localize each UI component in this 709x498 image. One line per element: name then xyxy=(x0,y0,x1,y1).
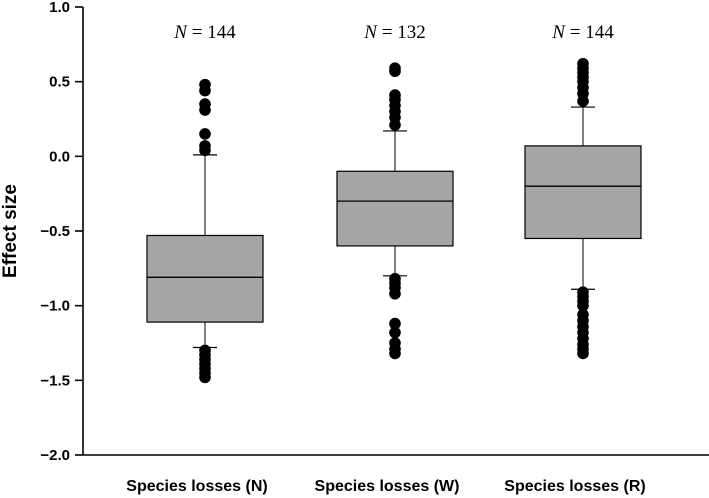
sample-size-value: = 144 xyxy=(565,22,614,43)
iqr-box xyxy=(336,170,454,247)
sample-size-symbol: N xyxy=(551,22,566,43)
outlier-point xyxy=(389,287,401,300)
box-group xyxy=(336,62,454,360)
outlier-point xyxy=(199,84,211,97)
sample-size-symbol: N xyxy=(363,22,378,43)
iqr-box xyxy=(524,145,642,240)
outlier-point xyxy=(389,65,401,78)
y-tick-label: −0.5 xyxy=(40,223,70,240)
category-label: Species losses (N) xyxy=(126,478,267,495)
box-series xyxy=(146,57,642,384)
sample-size-label: N = 144 xyxy=(173,22,236,43)
category-label: Species losses (W) xyxy=(315,478,460,495)
box-group xyxy=(146,78,264,384)
sample-size-value: = 132 xyxy=(377,22,426,43)
outlier-point xyxy=(389,119,401,131)
iqr-box xyxy=(146,234,264,323)
outlier-point xyxy=(199,371,211,384)
sample-size-symbol: N xyxy=(173,22,188,43)
outlier-point xyxy=(199,104,211,116)
y-tick-label: 0.0 xyxy=(49,148,70,165)
outlier-point xyxy=(199,144,211,157)
outlier-point xyxy=(389,326,401,339)
y-axis-title: Effect size xyxy=(0,184,21,278)
y-tick-label: −2.0 xyxy=(40,447,70,464)
sample-size-labels: N = 144 N = 132 N = 144 xyxy=(173,22,614,43)
outlier-point xyxy=(389,347,401,360)
y-tick-label: 1.0 xyxy=(49,0,70,16)
y-tick-label: 0.5 xyxy=(49,74,70,91)
outlier-point xyxy=(577,95,589,107)
y-axis-ticks: 1.0 0.5 0.0 −0.5 −1.0 −1.5 −2.0 xyxy=(40,0,83,464)
y-tick-label: −1.0 xyxy=(40,298,70,315)
outlier-point xyxy=(577,347,589,360)
sample-size-value: = 144 xyxy=(187,22,236,43)
sample-size-label: N = 132 xyxy=(363,22,425,43)
category-label: Species losses (R) xyxy=(504,478,645,495)
y-tick-label: −1.5 xyxy=(40,372,70,389)
outlier-point xyxy=(199,128,211,140)
box-group xyxy=(524,57,642,360)
sample-size-label: N = 144 xyxy=(551,22,614,43)
outlier-point xyxy=(389,317,401,330)
outlier-point xyxy=(577,299,589,312)
category-labels: Species losses (N) Species losses (W) Spec… xyxy=(126,478,645,495)
